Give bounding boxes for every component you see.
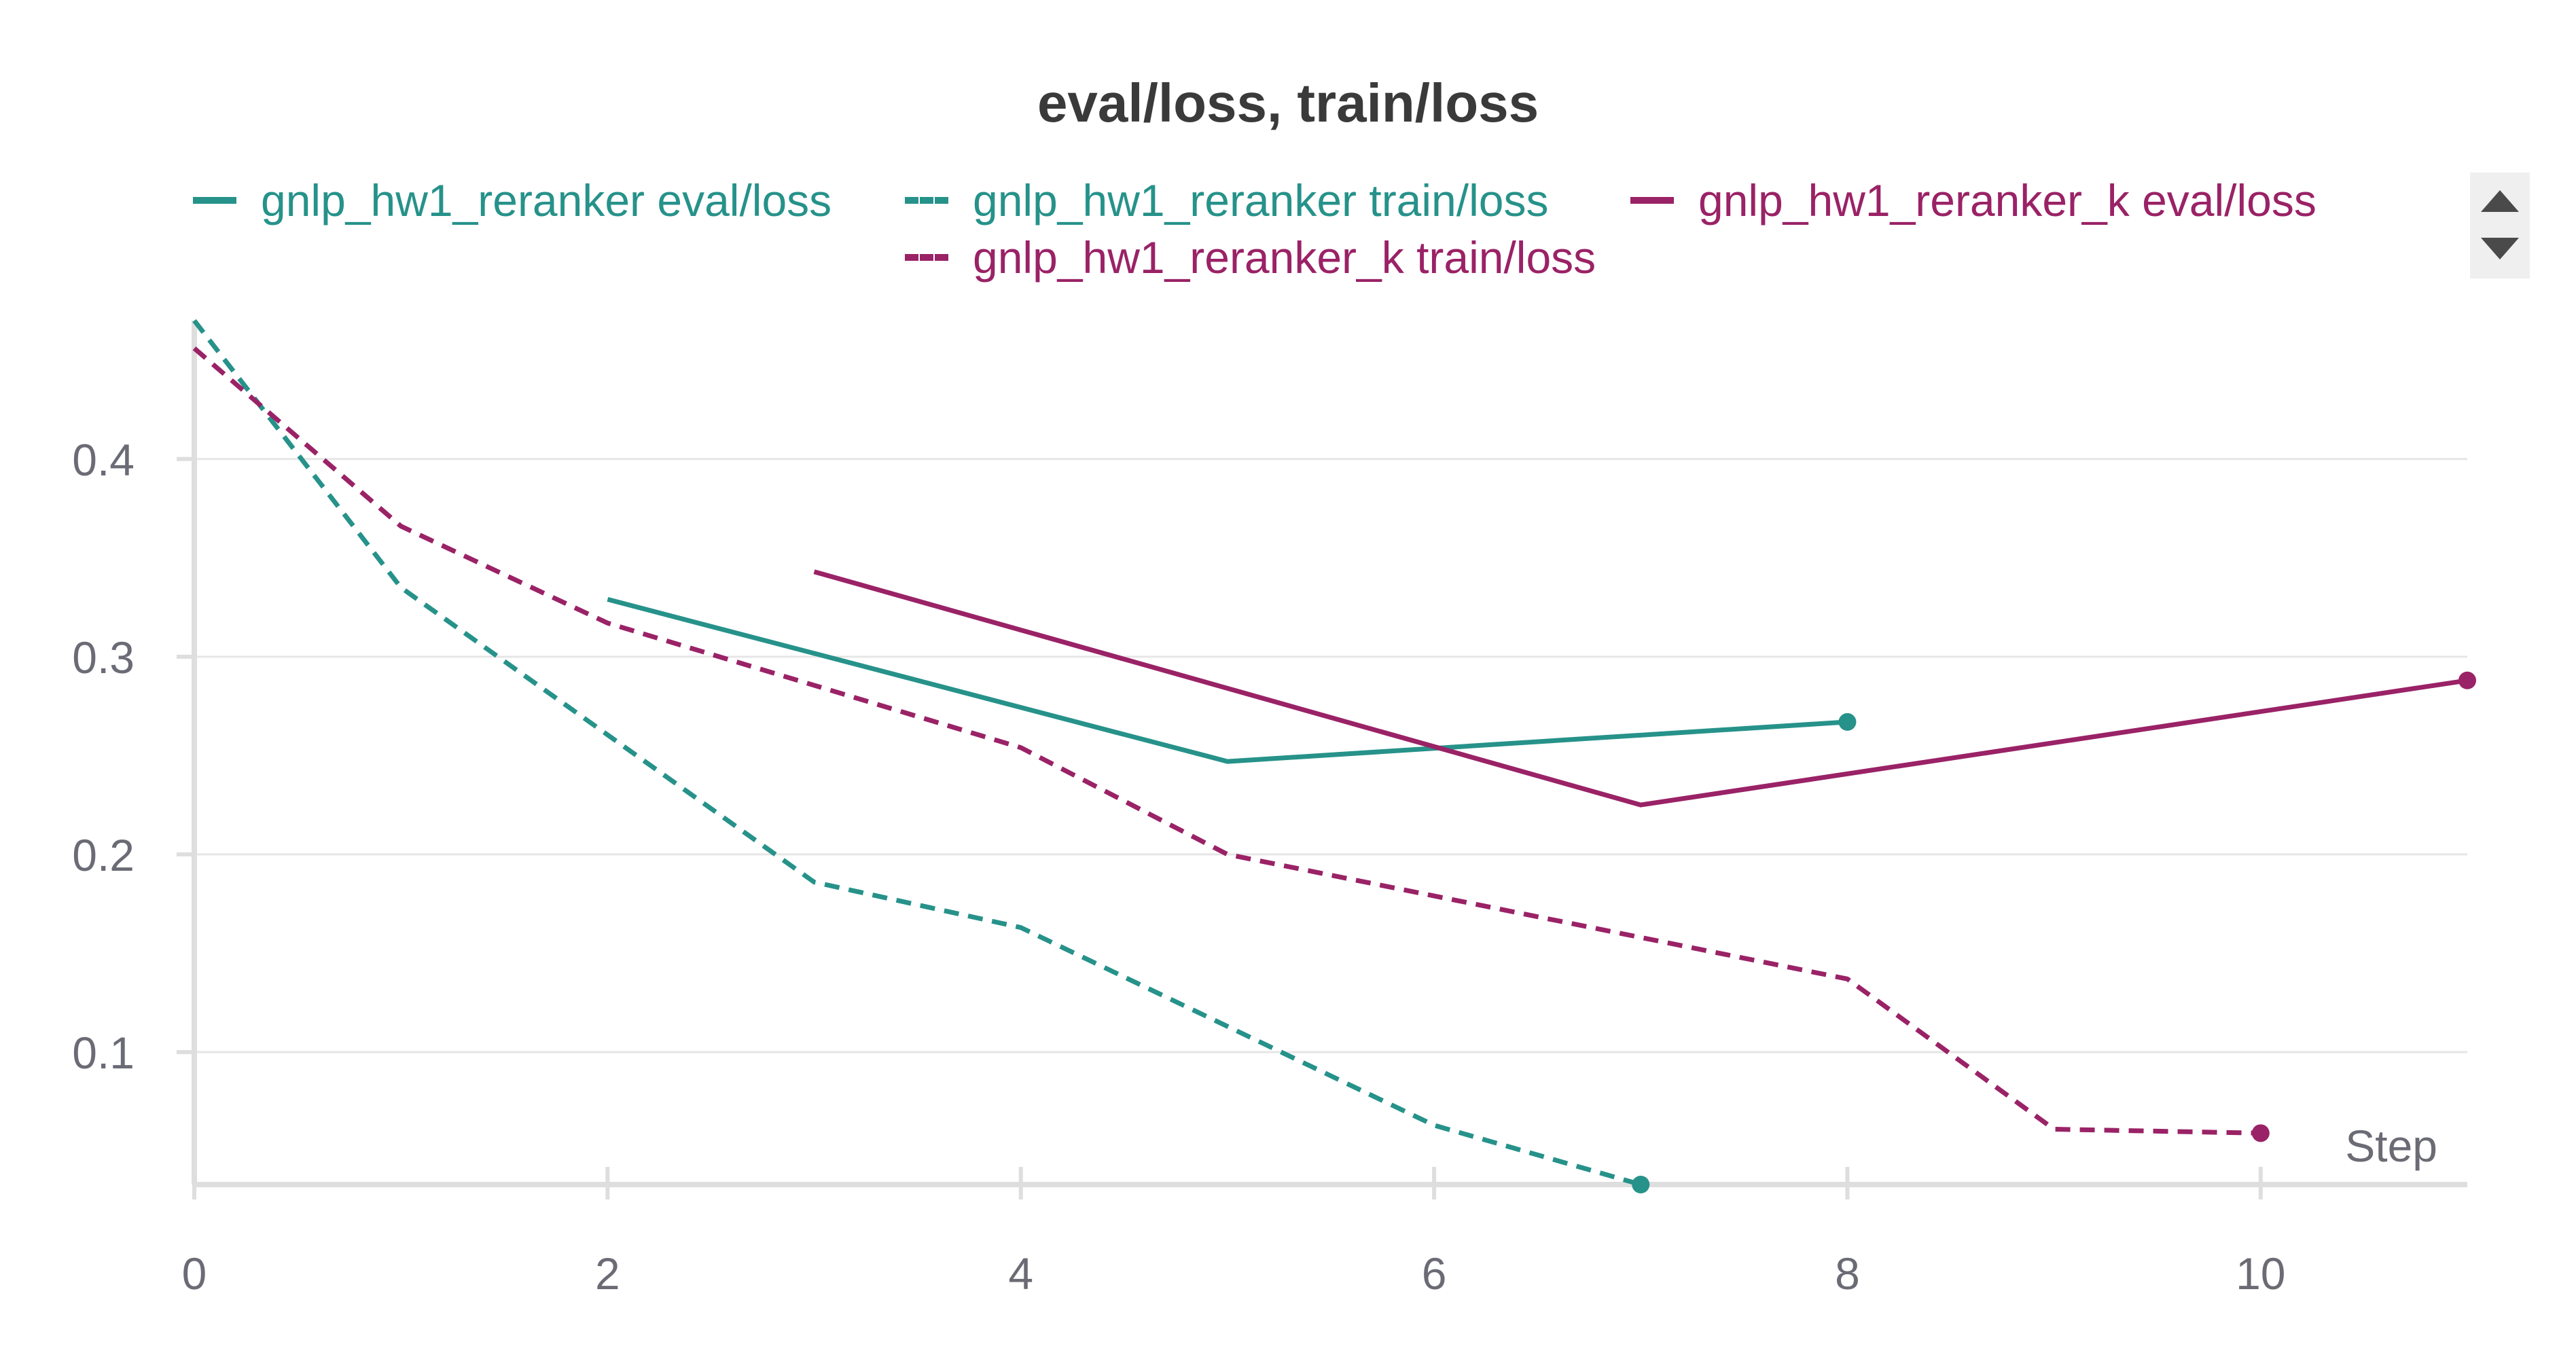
x-tick-label: 0 [182,1248,207,1299]
series-line-2 [813,569,2468,808]
y-tick-label: 0.2 [72,830,135,880]
legend-label: gnlp_hw1_reranker train/loss [973,175,1549,226]
legend-item-reranker-k-train[interactable]: gnlp_hw1_reranker_k train/loss [905,235,1596,280]
axes: 0.1 0.2 0.3 0.4 0 2 4 6 8 10 [72,321,2467,1299]
series-end-marker-3 [2251,1124,2270,1142]
series-end-marker-2 [2458,671,2476,689]
y-tick-label: 0.3 [72,632,135,683]
series-end-marker-1 [1632,1176,1650,1193]
arrow-down-icon[interactable] [2481,238,2519,259]
legend-swatch-solid [1630,197,1674,204]
legend-label: gnlp_hw1_reranker eval/loss [261,175,832,226]
legend-swatch-solid [193,197,236,204]
x-tick-label: 10 [2236,1248,2285,1299]
arrow-up-icon[interactable] [2481,190,2519,212]
legend-label: gnlp_hw1_reranker_k eval/loss [1698,175,2316,226]
x-tick-label: 6 [1422,1248,1447,1299]
y-tick-label: 0.4 [72,435,135,485]
series-line-0 [607,597,1848,764]
series-line-3 [192,346,2261,1136]
series-line-1 [192,319,1642,1187]
legend-item-reranker-k-eval[interactable]: gnlp_hw1_reranker_k eval/loss [1630,178,2316,223]
grid-lines [194,458,2467,1053]
series-end-marker-0 [1838,712,1857,731]
legend-scroll-control [2470,173,2530,278]
x-axis-label: Step [2345,1121,2437,1171]
legend-label: gnlp_hw1_reranker_k train/loss [973,232,1596,283]
y-tick-label: 0.1 [72,1028,135,1078]
chart-title: eval/loss, train/loss [1037,73,1539,133]
legend-swatch-dashed [905,254,948,261]
x-tick-label: 2 [595,1248,620,1299]
x-tick-label: 8 [1835,1248,1860,1299]
legend-item-reranker-eval[interactable]: gnlp_hw1_reranker eval/loss [193,178,831,223]
x-tick-label: 4 [1008,1248,1033,1299]
legend-item-reranker-train[interactable]: gnlp_hw1_reranker train/loss [905,178,1548,223]
legend-swatch-dashed [905,197,948,204]
series-lines [192,319,2476,1193]
